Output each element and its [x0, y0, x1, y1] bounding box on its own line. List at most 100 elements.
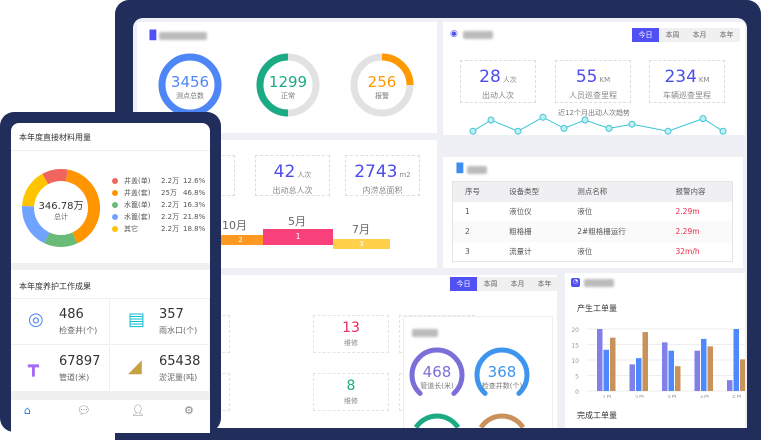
maint-value: 65438: [159, 354, 201, 369]
gauge-label: 管道长(米): [420, 382, 454, 390]
trend-point: [719, 127, 727, 135]
legend-name: 井盖(套): [124, 189, 151, 197]
sludge-icon: ◢: [128, 356, 142, 377]
bar: [727, 380, 733, 391]
chart-title: 产生工单量: [577, 304, 617, 313]
bar: [707, 346, 713, 391]
donut-slice: [22, 205, 50, 244]
dredge-panel: 468 管道长(米) 368 检查井数(个): [403, 316, 553, 428]
cell: 32m/h: [675, 246, 700, 256]
donut-slice: [65, 169, 100, 244]
gauge-arc: [409, 347, 465, 396]
gauge-arc: [478, 413, 526, 428]
tab-year[interactable]: 本年: [713, 28, 740, 42]
donut-total: 346.78万: [38, 201, 84, 212]
trend-point: [699, 115, 707, 123]
gauge-arc: [413, 413, 461, 428]
maint-label: 管道(米): [59, 373, 90, 382]
donut-slice: [44, 232, 78, 247]
maint-label: 淤泥量(吨): [159, 373, 198, 382]
trend-point: [469, 127, 477, 135]
alarm-table: 序号 设备类型 测点名称 报警内容 1 液位仪 液位 2.29m 2 粗格栅 2#粗格栅运行 2.…: [452, 181, 733, 262]
box-value: 8: [346, 378, 356, 394]
card-title: [463, 31, 493, 39]
gauge-value: 468: [422, 363, 452, 381]
donut-slice: [42, 169, 69, 185]
rank-month: 5月: [288, 215, 306, 228]
alarm-table-card: ▐▌ 序号 设备类型 测点名称 报警内容 1 液位仪 液位 2.29m 2 粗格栅 2#粗格栅运…: [443, 157, 743, 268]
trend-line: [472, 116, 724, 132]
cell: 液位: [577, 207, 593, 216]
bar: [662, 342, 668, 391]
maint-title: 本年度养护工作成果: [19, 282, 91, 291]
gauge-arc: [474, 347, 530, 396]
tab-week[interactable]: 本周: [659, 28, 686, 42]
bar: [636, 358, 642, 391]
col-header: 报警内容: [675, 187, 706, 197]
donut-slice: [22, 173, 49, 207]
tab-bar: ⌂ 💬︎ 👤︎ ⚙: [11, 400, 210, 430]
gauge: 368 检查井数(个): [471, 344, 533, 406]
card-title: [584, 279, 614, 287]
tab-month[interactable]: 本月: [504, 277, 531, 291]
x-tick-label: 1月: [602, 395, 612, 398]
gauge-arc: [381, 53, 414, 86]
stat-value: 28: [479, 67, 501, 87]
phone-screen: 本年度直接材料用量 346.78万 总计 井盖(单) 2.2万 12.6% 井盖(套)…: [11, 123, 210, 433]
materials-legend: 井盖(单) 2.2万 12.6% 井盖(套) 25万 46.8% 水篦(单) 2.2万 16.3…: [112, 175, 205, 235]
legend-pct: 16.3%: [183, 201, 206, 209]
gauge: 1299 正常: [254, 51, 322, 119]
stat-value: 42: [273, 162, 296, 182]
trend-point: [605, 124, 613, 132]
gauge-arc: [256, 53, 289, 117]
tab-today[interactable]: 今日: [632, 28, 659, 42]
box-label: 维修: [344, 397, 358, 405]
bar: [701, 338, 707, 391]
col-header: 序号: [465, 187, 480, 197]
col-header: 设备类型: [509, 187, 540, 197]
cell: 2#粗格栅运行: [577, 227, 626, 236]
settings-icon[interactable]: ⚙: [184, 404, 194, 417]
tab-year[interactable]: 本年: [531, 277, 558, 291]
maint-label: 雨水口(个): [159, 326, 198, 335]
stat-vehicle-mileage: 234 KM 车辆巡查里程: [649, 60, 725, 103]
rank-month: 7月: [352, 223, 370, 236]
summary-card: 42 人次 出动总人次 2743 m2 内涝总面积 2 10月 1 5月 3 7月: [208, 140, 437, 268]
cell: 3: [465, 246, 470, 256]
maint-item: ◢ 65438 淤泥量(吨): [111, 346, 210, 392]
x-tick-label: 2月: [635, 395, 645, 398]
bar: [603, 349, 609, 391]
legend-amount: 25万: [161, 189, 177, 197]
stat-unit: m2: [399, 171, 411, 179]
stat-label: 出动总人次: [272, 186, 313, 195]
table-header: 序号 设备类型 测点名称 报警内容: [452, 181, 733, 202]
bar: [733, 329, 739, 391]
tab-month[interactable]: 本月: [686, 28, 713, 42]
dashboard: ▐▌ 3456 测点总数 1299 正常 256 报警 ◉ 今日 本周 本月 本年 28 人次 出动…: [133, 18, 747, 428]
trend-point: [560, 124, 568, 132]
trend-point: [514, 127, 522, 135]
trend-line-chart: [469, 113, 727, 135]
message-icon[interactable]: 💬︎: [77, 404, 91, 417]
orders-card: ◔ 产生工单量 0 5 10 15 20 1月 2月 3月 4月 5月 完成工单量: [565, 273, 745, 428]
materials-donut: [22, 169, 100, 247]
stat-value: 2743: [354, 162, 398, 182]
orders-bar-chart: 0 5 10 15 20 1月 2月 3月 4月 5月: [571, 327, 745, 398]
maint-item: ┳ 67897 管道(米): [11, 346, 110, 392]
home-icon[interactable]: ⌂: [24, 404, 31, 417]
table-row[interactable]: 3 流量计 液位 32m/h: [453, 242, 733, 262]
table-row[interactable]: 2 粗格栅 2#粗格栅运行 2.29m: [452, 221, 733, 242]
tab-today[interactable]: 今日: [450, 277, 477, 291]
stat-unit: KM: [599, 76, 611, 84]
gauge: 468 管道长(米): [406, 344, 468, 406]
legend-pct: 12.6%: [183, 177, 206, 185]
bar: [668, 350, 674, 391]
user-icon[interactable]: 👤︎: [131, 404, 145, 417]
x-tick-label: 5月: [732, 395, 742, 398]
patrol-card: ◉ 今日 本周 本月 本年 28 人次 出动人次 55 KM 人员巡查里程 234 KM 车辆巡查…: [443, 22, 745, 135]
cell: 2.29m: [675, 207, 700, 216]
box-value: 13: [342, 320, 360, 336]
tab-week[interactable]: 本周: [477, 277, 504, 291]
table-row[interactable]: 1 液位仪 液位 2.29m: [453, 202, 733, 222]
